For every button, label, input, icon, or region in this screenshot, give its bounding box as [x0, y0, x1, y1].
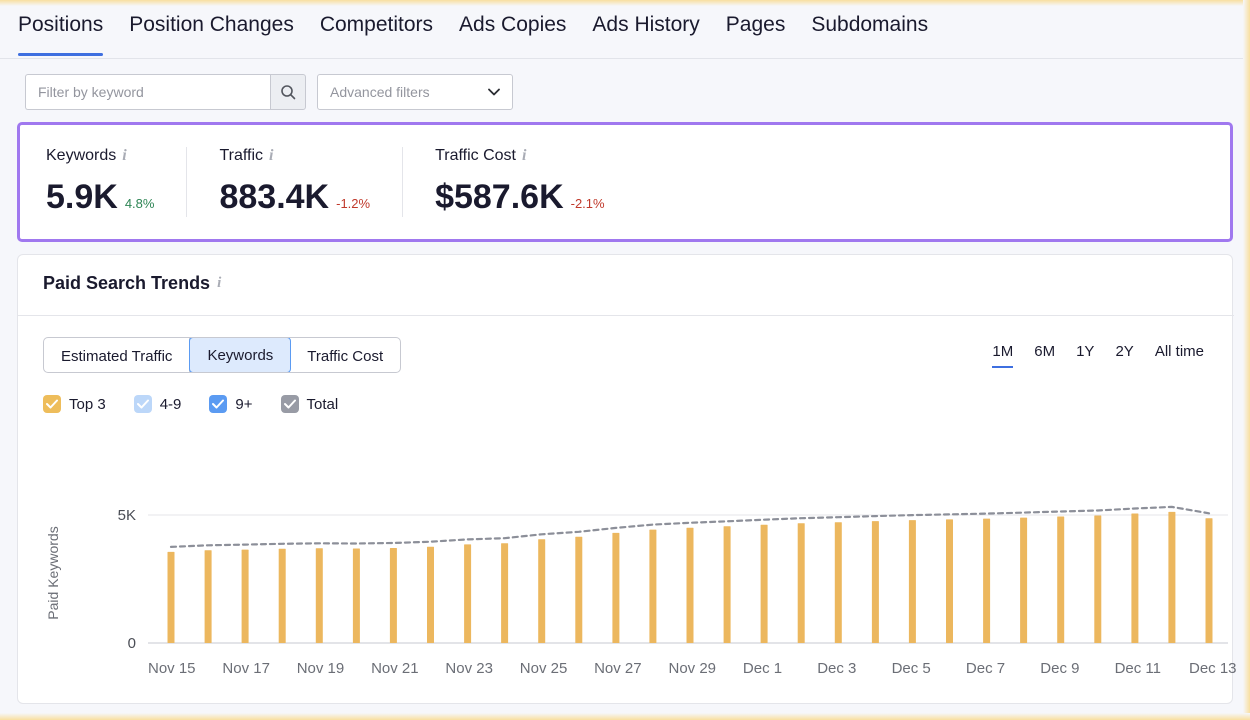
svg-text:Nov 19: Nov 19 [297, 660, 345, 677]
svg-text:Dec 5: Dec 5 [892, 660, 931, 677]
svg-text:Nov 27: Nov 27 [594, 660, 642, 677]
svg-text:Dec 7: Dec 7 [966, 660, 1005, 677]
svg-text:Dec 3: Dec 3 [817, 660, 856, 677]
svg-text:Dec 1: Dec 1 [743, 660, 782, 677]
svg-text:0: 0 [128, 635, 136, 652]
svg-text:Nov 29: Nov 29 [669, 660, 717, 677]
svg-text:Nov 23: Nov 23 [445, 660, 493, 677]
svg-text:Nov 15: Nov 15 [148, 660, 196, 677]
svg-text:Dec 11: Dec 11 [1115, 660, 1161, 677]
svg-text:Nov 21: Nov 21 [371, 660, 419, 677]
svg-text:Nov 17: Nov 17 [222, 660, 270, 677]
svg-text:Paid Keywords: Paid Keywords [45, 526, 61, 619]
svg-text:Dec 9: Dec 9 [1040, 660, 1079, 677]
svg-text:Dec 13: Dec 13 [1189, 660, 1237, 677]
svg-text:5K: 5K [118, 507, 136, 524]
svg-text:Nov 25: Nov 25 [520, 660, 568, 677]
